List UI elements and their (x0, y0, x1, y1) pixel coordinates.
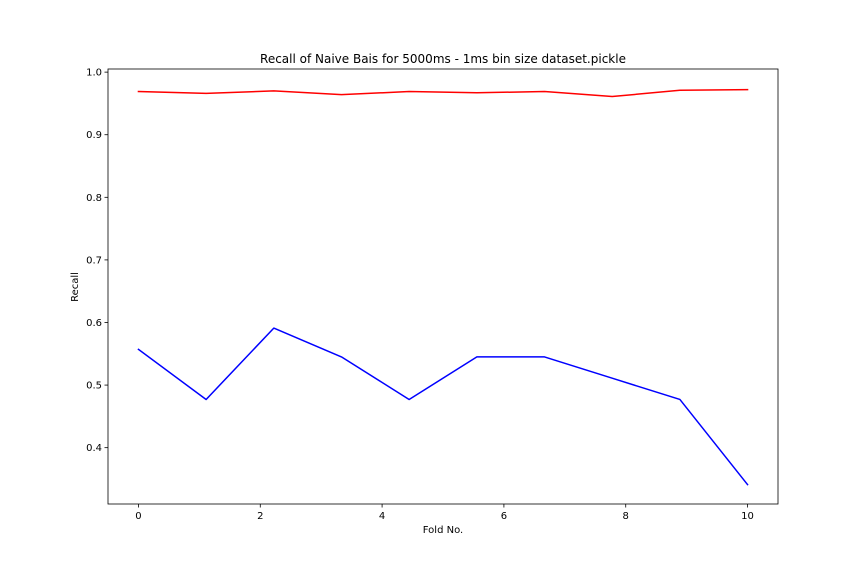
chart-title: Recall of Naive Bais for 5000ms - 1ms bi… (260, 52, 626, 66)
y-tick-label: 0.4 (86, 443, 102, 454)
series-line-1 (137, 88, 749, 98)
x-tick-label: 4 (379, 511, 385, 522)
x-tick-label: 2 (257, 511, 263, 522)
y-tick-label: 1.0 (86, 68, 102, 79)
x-tick-label: 10 (741, 511, 754, 522)
y-axis: 0.4 0.5 0.6 0.7 0.8 0.9 1.0 (86, 68, 108, 454)
y-tick-label: 0.8 (86, 193, 102, 204)
x-tick-label: 6 (501, 511, 507, 522)
x-axis: 0 2 4 6 8 10 (135, 504, 754, 522)
x-axis-label: Fold No. (423, 525, 463, 536)
y-tick-label: 0.6 (86, 318, 102, 329)
series-layer (137, 88, 749, 486)
y-tick-label: 0.7 (86, 255, 102, 266)
y-tick-label: 0.5 (86, 381, 102, 392)
x-tick-label: 8 (623, 511, 629, 522)
plot-frame (107, 68, 779, 505)
y-tick-label: 0.9 (86, 130, 102, 141)
y-axis-label: Recall (70, 272, 81, 302)
series-line-2 (137, 327, 749, 486)
x-tick-label: 0 (135, 511, 141, 522)
